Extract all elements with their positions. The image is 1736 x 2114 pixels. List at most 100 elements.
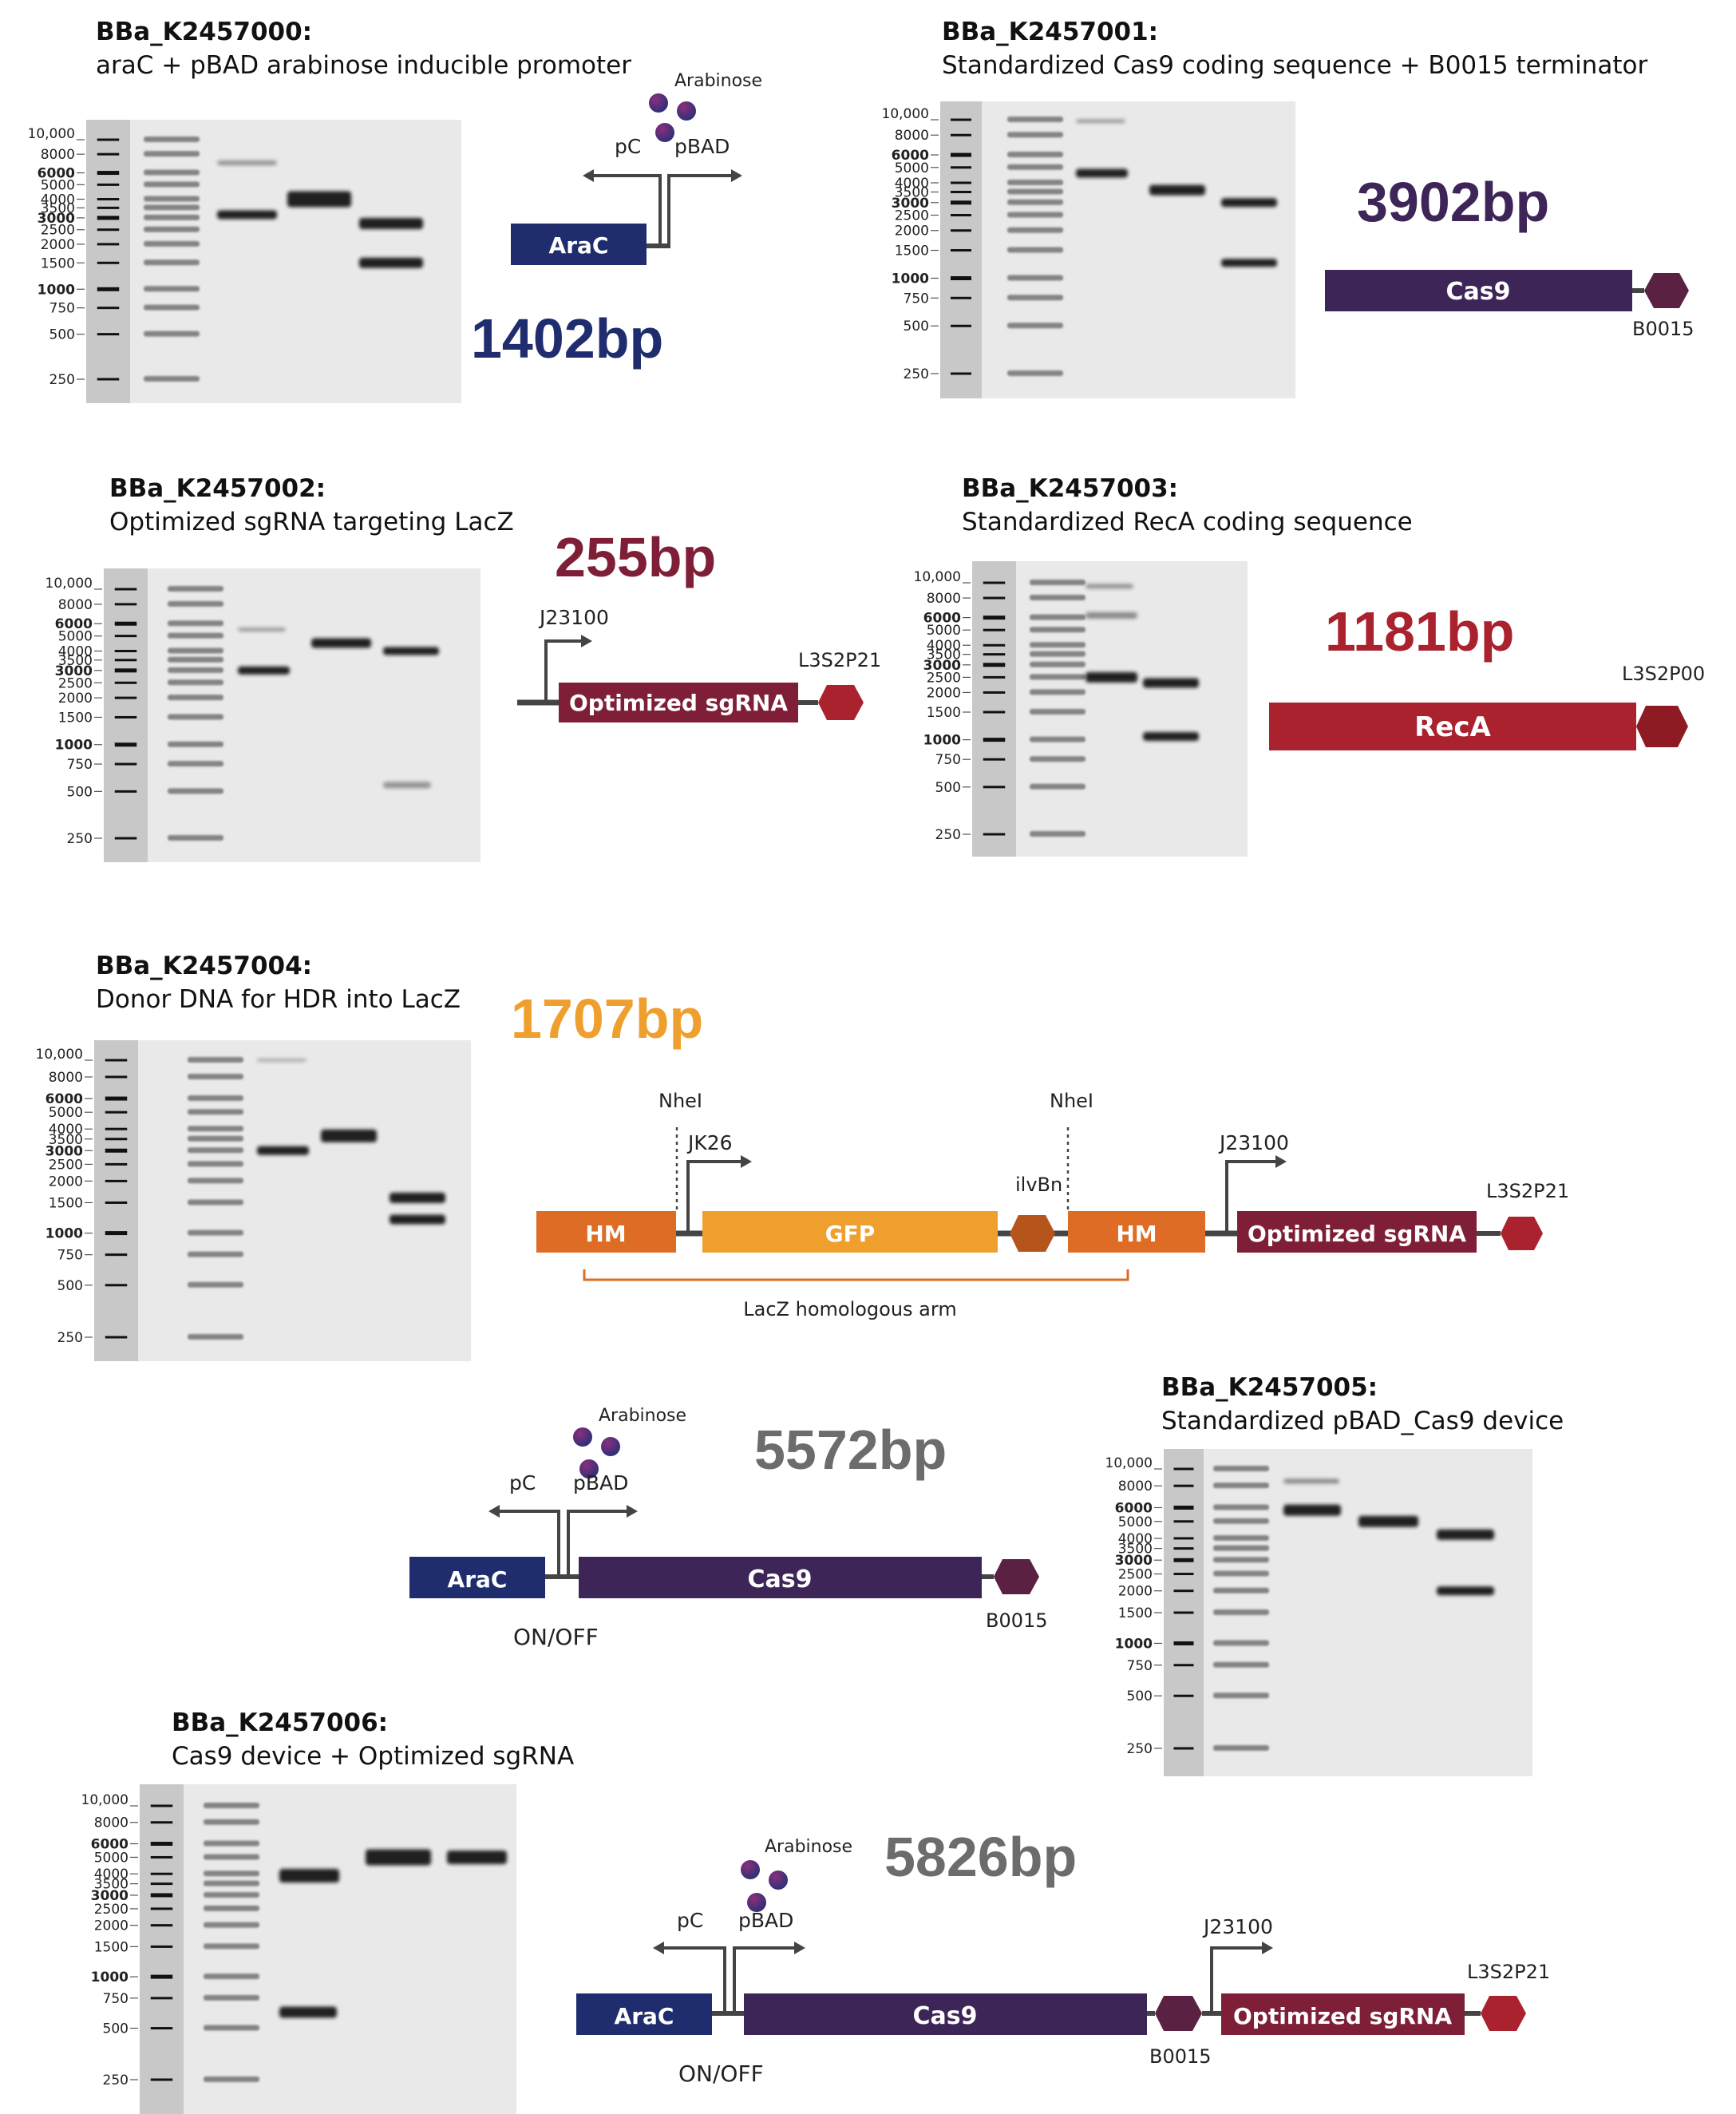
ladder-tick	[983, 711, 1006, 714]
marker-band	[1213, 1557, 1269, 1563]
marker-band	[168, 761, 223, 767]
ladder-label: 1000	[91, 1970, 129, 1985]
homology-arm-label: LacZ homologous arm	[743, 1298, 956, 1320]
marker-band	[1213, 1504, 1269, 1510]
marker-band	[144, 331, 200, 337]
sample-band	[1437, 1529, 1494, 1540]
ladder-tick	[1173, 1520, 1194, 1523]
cas9-gene-label: Cas9	[748, 1566, 813, 1593]
ladder-label: 10,000	[914, 569, 961, 585]
cas9-gene-label: Cas9	[1446, 278, 1511, 306]
marker-band	[168, 741, 223, 747]
ladder-tick	[951, 324, 971, 327]
ladder-label: 750	[935, 752, 961, 768]
marker-band	[1030, 783, 1085, 790]
arac-gene-block	[576, 1993, 712, 2035]
marker-band	[1213, 1640, 1269, 1646]
gel-background	[140, 1784, 516, 2114]
ladder-label: 5000	[927, 623, 961, 639]
ladder-label: 750	[49, 301, 75, 317]
marker-band	[144, 259, 200, 266]
sample-band	[1437, 1586, 1494, 1596]
marker-band	[1213, 1587, 1269, 1593]
ladder-label: 250	[67, 831, 93, 847]
gel-background	[940, 101, 1295, 398]
ladder-tick	[97, 206, 120, 209]
sample-band	[1283, 1479, 1339, 1484]
ladder-tick	[114, 621, 137, 626]
ladder-tick	[105, 1253, 128, 1257]
part-id: BBa_K2457003:	[962, 474, 1178, 503]
section-k2457003: BBa_K2457003: Standardized RecA coding s…	[914, 474, 1705, 857]
ladder-tick	[97, 198, 120, 201]
ladder-label: 750	[1127, 1658, 1153, 1674]
marker-band	[1007, 227, 1063, 233]
ladder-tick	[983, 581, 1006, 584]
marker-band	[1213, 1466, 1269, 1471]
marker-band	[1030, 674, 1085, 680]
sample-band	[1076, 119, 1125, 124]
marker-band	[204, 1840, 259, 1847]
ladder-label: 250	[935, 827, 961, 843]
construct-diagram: RecA L3S2P00	[1269, 663, 1705, 750]
ladder-tick	[97, 243, 120, 246]
ladder-tick	[97, 138, 120, 141]
ladder-label: 2500	[41, 223, 75, 239]
ladder-tick	[105, 1162, 128, 1166]
ladder-label: 10,000	[28, 126, 75, 142]
marker-band	[1030, 661, 1085, 667]
ladder-tick	[97, 307, 120, 310]
marker-band	[168, 667, 223, 673]
ladder-tick	[951, 214, 971, 217]
ladder-label: 1500	[895, 243, 929, 259]
arac-gene-label: AraC	[549, 232, 609, 259]
sample-band	[1358, 1515, 1418, 1527]
sample-band	[1149, 184, 1205, 196]
ladder-label: 3000	[55, 663, 93, 679]
section-k2457001: BBa_K2457001: Standardized Cas9 coding s…	[882, 18, 1694, 398]
ladder-tick	[1173, 1558, 1194, 1562]
ladder-label: 500	[103, 2021, 129, 2037]
sample-band	[366, 1849, 431, 1866]
part-description: Standardized pBAD_Cas9 device	[1161, 1407, 1564, 1435]
construct-diagram: Arabinose pC pBAD AraC Cas9 B0015 ON/OFF	[409, 1406, 1048, 1650]
ladder-label: 1000	[45, 1226, 83, 1242]
marker-band	[1007, 179, 1063, 185]
part-length: 5826bp	[884, 1826, 1077, 1888]
ladder-label: 1500	[1118, 1605, 1153, 1621]
sgrna-gene-block	[559, 683, 798, 722]
sample-band	[1221, 198, 1277, 208]
part-length: 1707bp	[511, 988, 703, 1050]
ladder-strip	[86, 120, 130, 403]
arabinose-molecules-icon	[741, 1860, 788, 1912]
ladder-label: 1000	[1115, 1636, 1153, 1652]
marker-band	[1030, 580, 1085, 585]
ladder-label: 500	[904, 319, 929, 335]
ladder-tick	[951, 118, 971, 121]
ladder-label: 5000	[94, 1850, 129, 1866]
ladder-label: 6000	[45, 1091, 83, 1107]
ladder-tick	[951, 249, 971, 252]
marker-band	[168, 788, 223, 794]
part-length: 1181bp	[1325, 600, 1514, 663]
ladder-label: 2500	[49, 1157, 83, 1173]
ladder-tick	[983, 616, 1006, 620]
ladder-tick	[114, 588, 137, 591]
marker-band	[204, 2076, 259, 2082]
ladder-tick	[150, 1841, 173, 1846]
terminator-label: L3S2P21	[798, 649, 881, 671]
ladder-label: 2000	[94, 1918, 129, 1934]
gfp-label: GFP	[825, 1221, 876, 1247]
marker-band	[1213, 1534, 1269, 1541]
ladder-label: 8000	[94, 1815, 129, 1831]
marker-band	[1007, 212, 1063, 218]
ladder-tick	[114, 742, 137, 747]
ladder-label: 8000	[895, 128, 929, 144]
j23100-promoter-arrow-icon	[1210, 1946, 1263, 2013]
construct-diagram: J23100 Optimized sgRNA L3S2P21	[517, 606, 881, 722]
sample-band	[1076, 168, 1128, 178]
ladder-label: 2500	[94, 1902, 129, 1918]
ladder-label: 10,000	[36, 1047, 83, 1063]
marker-band	[1030, 689, 1085, 695]
